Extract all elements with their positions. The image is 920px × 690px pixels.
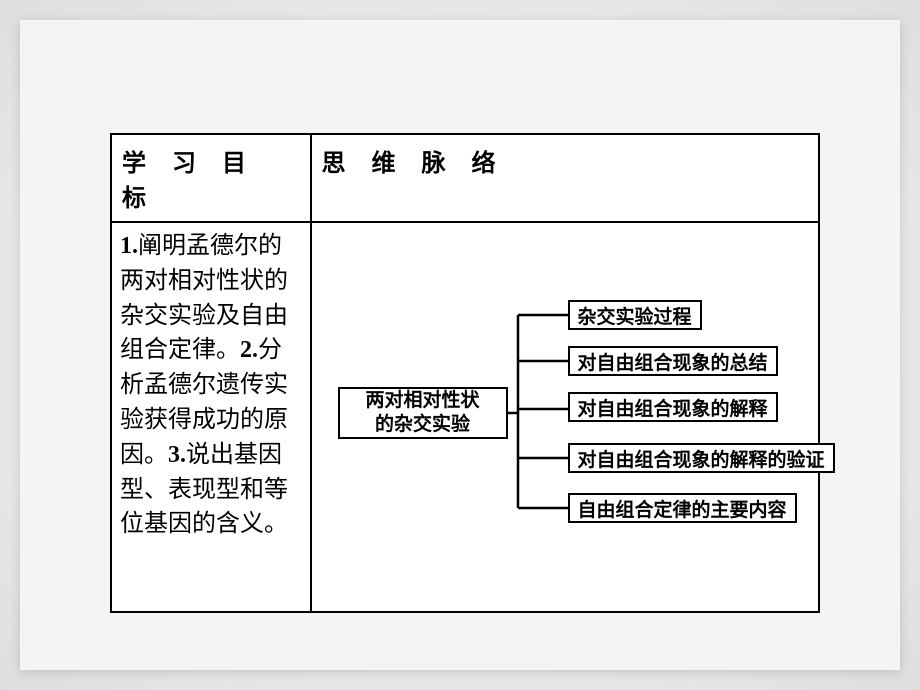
diagram-child: 对自由组合现象的总结	[568, 346, 778, 376]
bracket-lines	[508, 303, 568, 521]
slide: 学 习 目 标 思 维 脉 络 1.阐明孟德尔的两对相对性状的杂交实验及自由组合…	[20, 20, 900, 670]
objective-number: 2.	[240, 337, 258, 363]
objectives-cell: 1.阐明孟德尔的两对相对性状的杂交实验及自由组合定律。2.分析孟德尔遗传实验获得…	[111, 222, 311, 612]
objectives-list: 1.阐明孟德尔的两对相对性状的杂交实验及自由组合定律。2.分析孟德尔遗传实验获得…	[120, 229, 302, 542]
diagram-child: 自由组合定律的主要内容	[568, 493, 797, 523]
header-objectives: 学 习 目 标	[111, 134, 311, 222]
diagram-cell: 两对相对性状的杂交实验 杂交实验过程对自由组合现象的总结对自由组合现象的解释对自…	[311, 222, 819, 612]
diagram-child: 对自由组合现象的解释	[568, 392, 778, 422]
main-table: 学 习 目 标 思 维 脉 络 1.阐明孟德尔的两对相对性状的杂交实验及自由组合…	[110, 133, 820, 613]
objective-number: 3.	[168, 442, 186, 468]
diagram-child: 杂交实验过程	[568, 300, 702, 330]
diagram: 两对相对性状的杂交实验 杂交实验过程对自由组合现象的总结对自由组合现象的解释对自…	[332, 293, 792, 528]
diagram-root: 两对相对性状的杂交实验	[338, 387, 508, 439]
objective-number: 1.	[120, 233, 138, 259]
diagram-child: 对自由组合现象的解释的验证	[568, 443, 835, 473]
header-mindmap: 思 维 脉 络	[311, 134, 819, 222]
